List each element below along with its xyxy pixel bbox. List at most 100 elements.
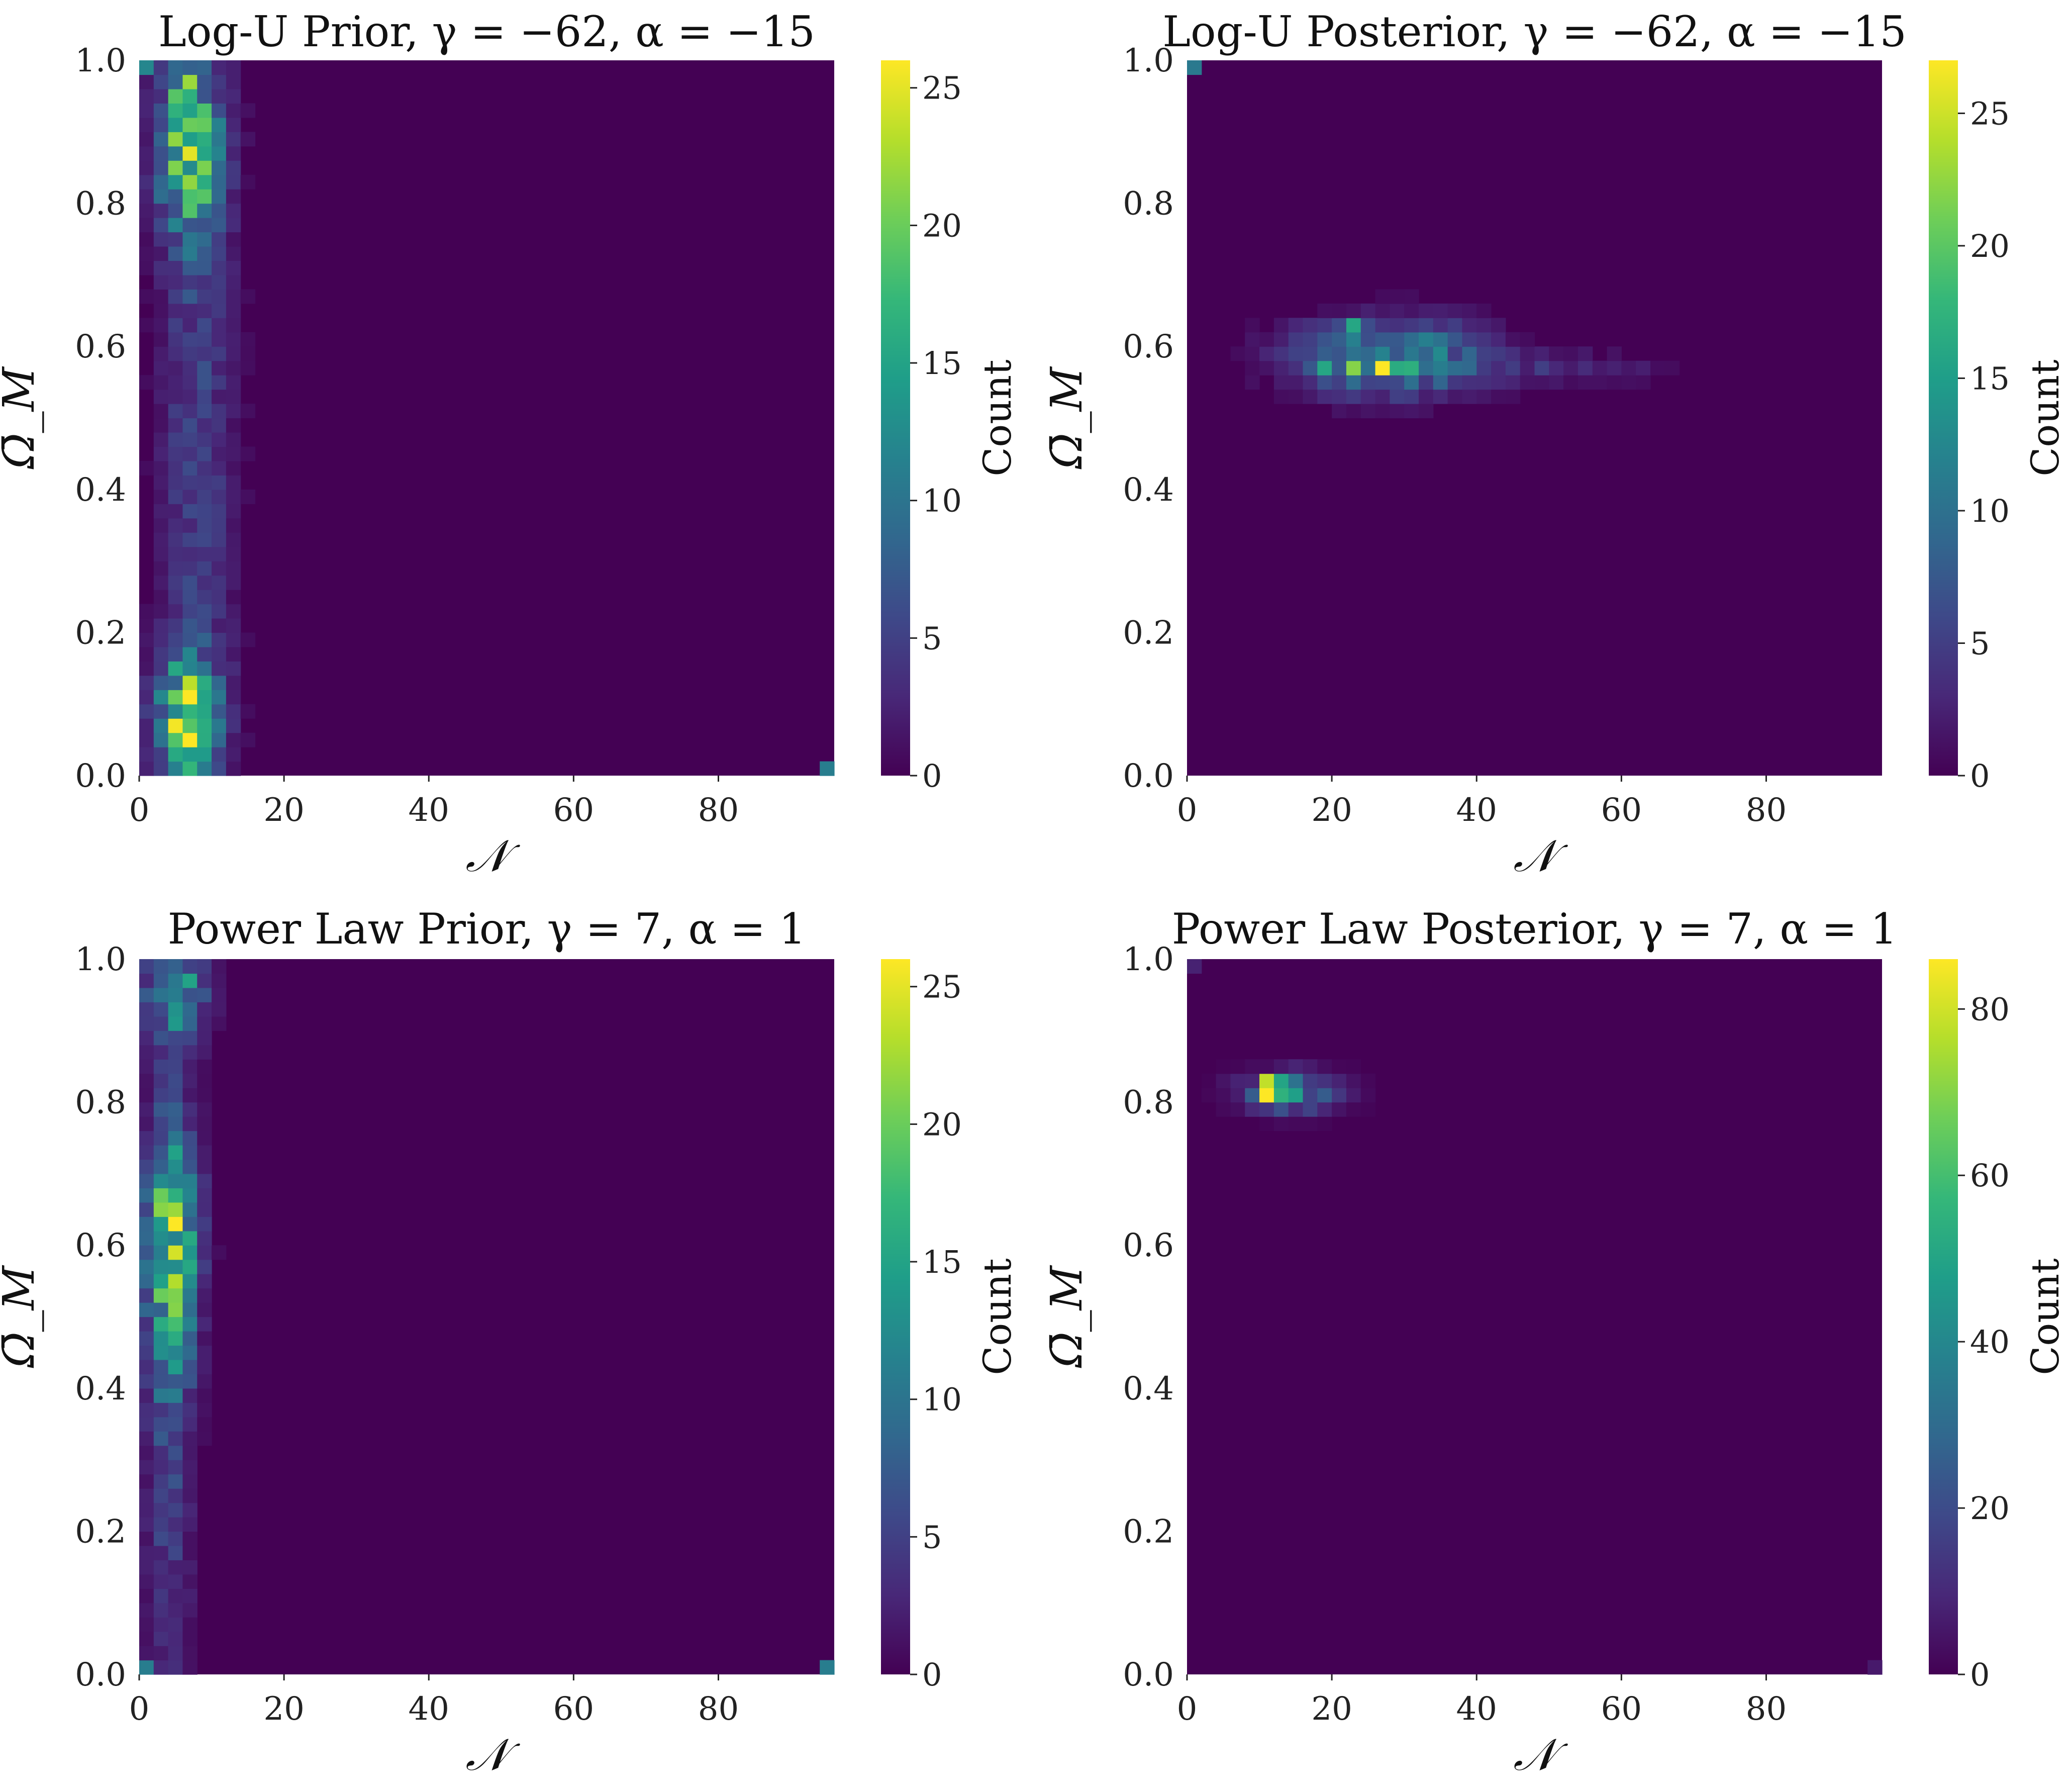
heatmap-cell — [212, 987, 227, 1002]
heatmap-cell — [212, 518, 227, 533]
heatmap-cell — [197, 432, 212, 447]
heatmap-cell — [1303, 1102, 1318, 1117]
heatmap-cell — [197, 203, 212, 218]
x-tick-label: 40 — [1456, 1690, 1497, 1728]
heatmap-cell — [1273, 1088, 1289, 1103]
heatmap-cell — [168, 1059, 183, 1074]
heatmap-cell — [197, 346, 212, 361]
heatmap-cell — [1462, 389, 1477, 404]
heatmap-cell — [139, 1545, 154, 1560]
heatmap-cell — [168, 1188, 183, 1203]
heatmap-cell — [1607, 346, 1622, 361]
heatmap-cell — [168, 1646, 183, 1661]
heatmap-cell — [168, 561, 183, 576]
colorbar: 0 5 10 15 20 25 Count — [1929, 60, 2067, 794]
heatmap-cell — [139, 646, 154, 662]
x-tick-label: 40 — [409, 1690, 449, 1728]
heatmap-cell — [197, 88, 212, 104]
heatmap-cell — [1216, 1088, 1231, 1103]
heatmap-cell — [139, 1588, 154, 1604]
heatmap-cell — [226, 88, 241, 104]
heatmap-cell — [1433, 346, 1448, 361]
heatmap-cell — [1462, 346, 1477, 361]
heatmap-cell — [168, 575, 183, 590]
heatmap-cell — [197, 389, 212, 404]
heatmap-cell — [168, 518, 183, 533]
heatmap-cell — [168, 346, 183, 361]
heatmap-cell — [1360, 1073, 1376, 1088]
heatmap-cell — [139, 318, 154, 333]
heatmap-cell — [1288, 332, 1304, 347]
colorbar-gradient — [881, 60, 910, 776]
y-axis-label: Ω̄_M — [1042, 1265, 1092, 1368]
heatmap-cell — [820, 761, 835, 776]
heatmap-cell — [212, 189, 227, 204]
heatmap-cell — [153, 1531, 169, 1546]
heatmap-cell — [139, 289, 154, 304]
heatmap-cell — [212, 504, 227, 519]
y-tick-label: 0.6 — [1123, 328, 1174, 365]
heatmap-cell — [139, 460, 154, 476]
heatmap-cell — [153, 475, 169, 490]
heatmap-cell — [1259, 1102, 1274, 1117]
heatmap-cell — [1433, 303, 1448, 318]
heatmap-cell — [153, 260, 169, 275]
heatmap-cell — [1636, 360, 1651, 375]
heatmap-cell — [197, 489, 212, 504]
heatmap-cell — [168, 1245, 183, 1260]
heatmap-cell — [153, 360, 169, 375]
heatmap-cell — [182, 1245, 198, 1260]
heatmap-cell — [153, 1574, 169, 1589]
heatmap-cell — [1664, 360, 1680, 375]
heatmap-cell — [226, 103, 241, 118]
chart-title: Power Law Prior, γ = 7, α = 1 — [168, 904, 806, 954]
heatmap-cell — [182, 404, 198, 419]
heatmap-cell — [1419, 303, 1434, 318]
heatmap-cell — [197, 232, 212, 247]
heatmap-cell — [1534, 360, 1549, 375]
heatmap-cell — [226, 489, 241, 504]
heatmap-cell — [226, 675, 241, 690]
heatmap-cell — [197, 132, 212, 147]
heatmap-cell — [197, 1202, 212, 1217]
heatmap-cell — [1346, 303, 1361, 318]
x-axis-label: 𝒩 — [1513, 1729, 1568, 1780]
heatmap-cell — [139, 1159, 154, 1174]
heatmap-cell — [182, 389, 198, 404]
colorbar-tick-label: 10 — [1970, 493, 2010, 529]
heatmap-cell — [168, 260, 183, 275]
heatmap-cell — [139, 732, 154, 747]
heatmap-cell — [182, 1660, 198, 1675]
colorbar-tick-label: 80 — [1970, 991, 2010, 1027]
heatmap-cell — [182, 1460, 198, 1475]
heatmap-cell — [168, 987, 183, 1002]
heatmap-cell — [197, 761, 212, 776]
heatmap-cell — [197, 174, 212, 190]
heatmap-cell — [139, 232, 154, 247]
heatmap-cell — [182, 1288, 198, 1303]
heatmap-cell — [197, 1173, 212, 1188]
heatmap-cell — [182, 103, 198, 118]
heatmap-cell — [168, 432, 183, 447]
heatmap-cell — [139, 1402, 154, 1418]
heatmap-cell — [1230, 1059, 1245, 1074]
heatmap-cell — [212, 60, 227, 75]
heatmap-cell — [1462, 360, 1477, 375]
heatmap-cell — [182, 1088, 198, 1103]
heatmap-cell — [1419, 389, 1434, 404]
heatmap-cell — [226, 761, 241, 776]
heatmap-cell — [1404, 332, 1419, 347]
heatmap-cell — [212, 418, 227, 433]
heatmap-cell — [1245, 346, 1260, 361]
heatmap-cell — [1332, 303, 1347, 318]
heatmap-cell — [1447, 303, 1463, 318]
heatmap-cell — [212, 604, 227, 619]
heatmap-cell — [168, 203, 183, 218]
x-tick-label: 80 — [698, 1690, 739, 1728]
heatmap-cell — [168, 1660, 183, 1675]
heatmap-cell — [153, 1474, 169, 1489]
y-tick-label: 0.6 — [1123, 1227, 1174, 1264]
heatmap-cell — [139, 146, 154, 161]
heatmap-cell — [1650, 360, 1665, 375]
heatmap-cell — [226, 732, 241, 747]
